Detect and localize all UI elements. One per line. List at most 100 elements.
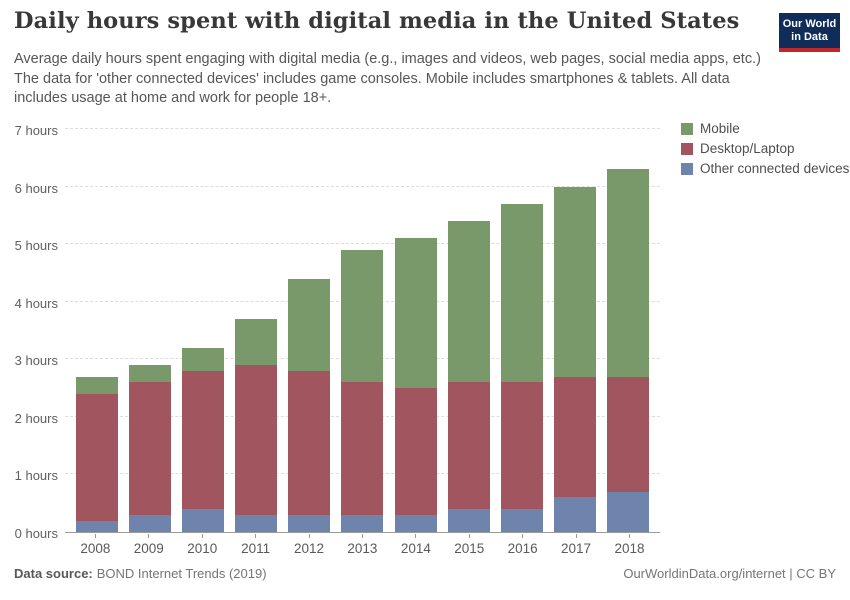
x-tick-2016: 2016 bbox=[500, 534, 546, 556]
data-source-text: BOND Internet Trends (2019) bbox=[96, 566, 267, 581]
x-tick-label-2017: 2017 bbox=[561, 541, 592, 556]
bar-2012-other-connected-devices bbox=[288, 514, 331, 532]
y-tick-label-4: 4 hours bbox=[14, 295, 58, 311]
x-tick-label-2014: 2014 bbox=[400, 541, 431, 556]
x-tick-2015: 2015 bbox=[446, 534, 492, 556]
legend-label-mobile: Mobile bbox=[700, 121, 740, 136]
bar-2013-mobile bbox=[341, 249, 384, 383]
y-tick-label-0: 0 hours bbox=[14, 526, 58, 541]
bar-2008-mobile bbox=[76, 376, 119, 394]
legend-swatch-desktop-laptop bbox=[681, 142, 693, 155]
y-tick-label-2: 2 hours bbox=[14, 410, 58, 426]
x-axis-labels: 2008 2009 2010 2011 2012 2013 2014 2015 2016 2017… bbox=[65, 534, 660, 556]
owid-logo-line2: in Data bbox=[791, 31, 828, 43]
attribution: OurWorldinData.org/internet | CC BY bbox=[623, 566, 836, 581]
bar-2010-desktop-laptop bbox=[182, 370, 225, 509]
bar-2014-mobile bbox=[394, 238, 437, 389]
bar-2018-other-connected-devices bbox=[606, 491, 649, 532]
bar-2016-desktop-laptop bbox=[500, 382, 543, 509]
gridline-6 bbox=[65, 185, 660, 187]
bar-2013-other-connected-devices bbox=[341, 514, 384, 532]
x-tick-label-2018: 2018 bbox=[614, 541, 645, 556]
bar-2011-mobile bbox=[235, 319, 278, 366]
x-tick-mark-2012 bbox=[308, 534, 310, 538]
legend-item-mobile: Mobile bbox=[681, 121, 849, 136]
y-tick-label-1: 1 hours bbox=[14, 468, 58, 484]
x-tick-mark-2013 bbox=[361, 534, 363, 538]
x-tick-mark-2009 bbox=[148, 534, 150, 538]
y-tick-label-3: 3 hours bbox=[14, 353, 58, 369]
y-tick-label-6: 6 hours bbox=[14, 180, 58, 196]
bar-2008-desktop-laptop bbox=[76, 393, 119, 521]
x-tick-label-2009: 2009 bbox=[133, 541, 164, 556]
x-tick-mark-2017 bbox=[575, 534, 577, 538]
bar-2014-desktop-laptop bbox=[394, 388, 437, 515]
legend-item-desktop-laptop: Desktop/Laptop bbox=[681, 141, 849, 156]
x-tick-mark-2015 bbox=[468, 534, 470, 538]
bar-2010 bbox=[182, 347, 225, 532]
bar-2012-mobile bbox=[288, 278, 331, 371]
bar-2016-other-connected-devices bbox=[500, 508, 543, 532]
bar-2009 bbox=[129, 365, 172, 532]
bar-2015-other-connected-devices bbox=[447, 508, 490, 532]
bar-2015-desktop-laptop bbox=[447, 382, 490, 509]
bar-2011-other-connected-devices bbox=[235, 514, 278, 532]
bar-2011 bbox=[235, 319, 278, 532]
bar-2009-mobile bbox=[129, 365, 172, 383]
bar-2018 bbox=[606, 169, 649, 532]
x-tick-mark-2011 bbox=[255, 534, 257, 538]
bar-2017 bbox=[553, 186, 596, 532]
bar-2009-desktop-laptop bbox=[129, 382, 172, 515]
page-title: Daily hours spent with digital media in … bbox=[14, 8, 740, 34]
x-tick-label-2013: 2013 bbox=[347, 541, 378, 556]
x-tick-2017: 2017 bbox=[553, 534, 599, 556]
bar-2018-desktop-laptop bbox=[606, 376, 649, 492]
bar-2015 bbox=[447, 221, 490, 532]
x-tick-label-2016: 2016 bbox=[507, 541, 538, 556]
x-tick-label-2015: 2015 bbox=[454, 541, 485, 556]
y-axis-labels: 0 hours 1 hours 2 hours 3 hours 4 hours 5 hou… bbox=[0, 123, 58, 541]
gridline-7 bbox=[65, 128, 660, 129]
x-tick-2018: 2018 bbox=[606, 534, 652, 556]
x-tick-mark-2014 bbox=[415, 534, 417, 538]
owid-logo: Our World in Data bbox=[779, 13, 840, 52]
y-tick-label-7: 7 hours bbox=[14, 123, 58, 138]
gridline-5 bbox=[65, 243, 660, 245]
x-tick-2010: 2010 bbox=[179, 534, 225, 556]
x-tick-label-2012: 2012 bbox=[294, 541, 325, 556]
bar-2011-desktop-laptop bbox=[235, 365, 278, 515]
x-tick-2013: 2013 bbox=[339, 534, 385, 556]
x-tick-mark-2008 bbox=[94, 534, 96, 538]
data-source: Data source: BOND Internet Trends (2019) bbox=[14, 566, 267, 581]
chart-subtitle: Average daily hours spent engaging with … bbox=[14, 51, 761, 106]
plot-area bbox=[65, 128, 660, 533]
x-tick-label-2011: 2011 bbox=[241, 541, 271, 556]
bar-2017-mobile bbox=[553, 186, 596, 377]
x-tick-2014: 2014 bbox=[393, 534, 439, 556]
bar-2015-mobile bbox=[447, 221, 490, 383]
x-tick-mark-2016 bbox=[522, 534, 524, 538]
legend-label-desktop-laptop: Desktop/Laptop bbox=[700, 141, 795, 156]
bar-2017-desktop-laptop bbox=[553, 376, 596, 498]
x-tick-2009: 2009 bbox=[126, 534, 172, 556]
x-tick-label-2010: 2010 bbox=[187, 541, 218, 556]
legend-swatch-other-connected-devices bbox=[681, 162, 693, 175]
bar-2010-other-connected-devices bbox=[182, 508, 225, 532]
x-tick-label-2008: 2008 bbox=[80, 541, 111, 556]
x-tick-2012: 2012 bbox=[286, 534, 332, 556]
bar-2012 bbox=[288, 278, 331, 532]
bar-2013 bbox=[341, 249, 384, 532]
bar-2014-other-connected-devices bbox=[394, 514, 437, 532]
bar-2012-desktop-laptop bbox=[288, 370, 331, 515]
owid-logo-line1: Our World bbox=[782, 18, 837, 30]
x-tick-2011: 2011 bbox=[233, 534, 279, 556]
bar-2010-mobile bbox=[182, 347, 225, 371]
bar-2008 bbox=[76, 376, 119, 532]
data-source-label: Data source: bbox=[14, 566, 93, 581]
bar-2018-mobile bbox=[606, 169, 649, 377]
bar-2016-mobile bbox=[500, 203, 543, 383]
legend-item-other-connected-devices: Other connected devices bbox=[681, 161, 849, 176]
x-tick-mark-2018 bbox=[628, 534, 630, 538]
bar-2016 bbox=[500, 203, 543, 532]
